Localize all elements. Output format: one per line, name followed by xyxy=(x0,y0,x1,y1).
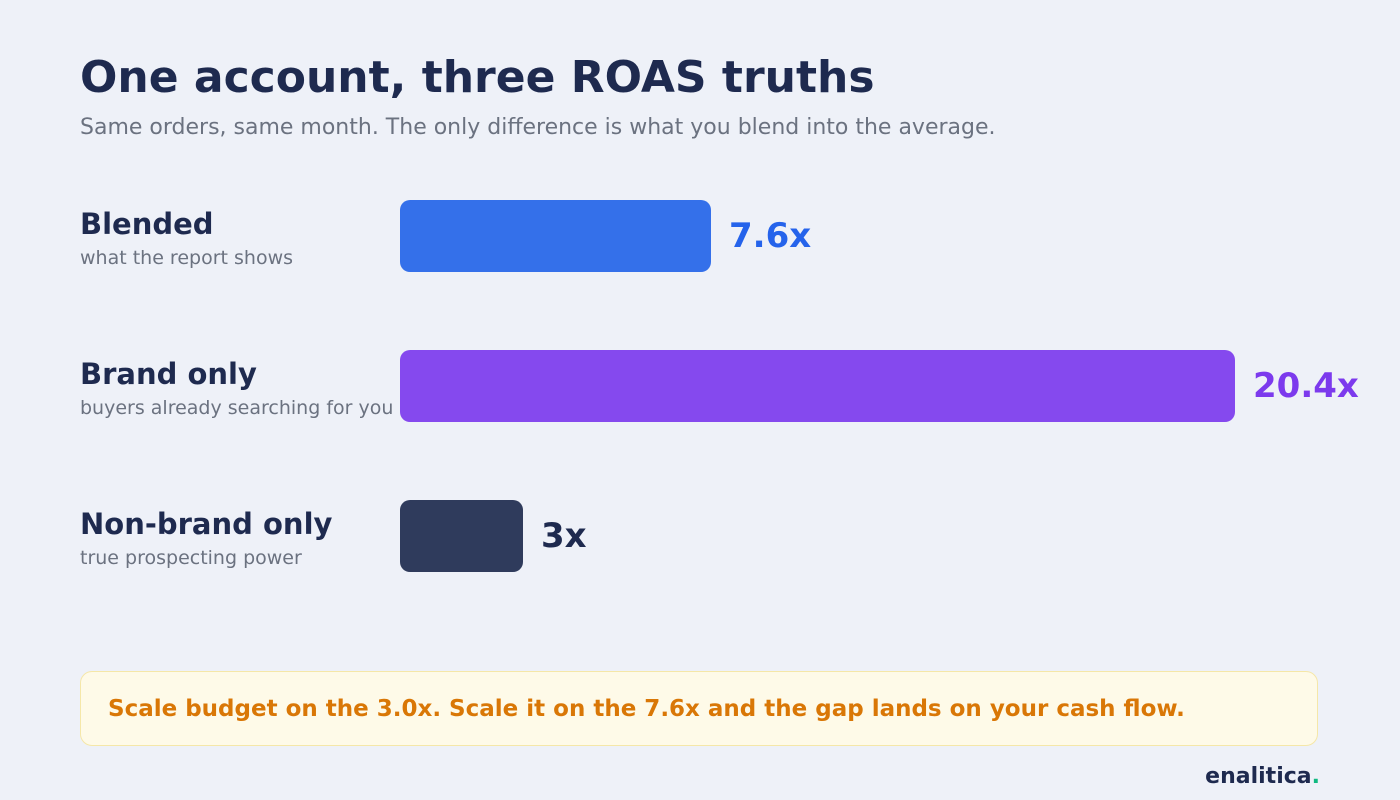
chart-subtitle: Same orders, same month. The only differ… xyxy=(80,115,996,140)
category-label: Blended xyxy=(80,207,214,241)
bar xyxy=(400,350,1235,422)
bar-row: Brand only buyers already searching for … xyxy=(0,350,1400,422)
value-label: 7.6x xyxy=(729,216,812,256)
bar xyxy=(400,200,711,272)
chart-title: One account, three ROAS truths xyxy=(80,52,875,103)
callout-text: Scale budget on the 3.0x. Scale it on th… xyxy=(108,696,1185,722)
bar-row: Non-brand only true prospecting power 3x xyxy=(0,500,1400,572)
category-description: what the report shows xyxy=(80,247,294,269)
bar-row: Blended what the report shows 7.6x xyxy=(0,200,1400,272)
category-label: Brand only xyxy=(80,357,257,391)
brand-name: enalitica xyxy=(1205,764,1312,789)
category-label: Non-brand only xyxy=(80,507,333,541)
value-label: 3x xyxy=(541,516,587,556)
category-description: buyers already searching for you xyxy=(80,397,394,419)
takeaway-callout: Scale budget on the 3.0x. Scale it on th… xyxy=(80,671,1318,746)
value-label: 20.4x xyxy=(1253,366,1359,406)
bar xyxy=(400,500,523,572)
category-description: true prospecting power xyxy=(80,547,302,569)
brand-logo: enalitica. xyxy=(1205,763,1320,791)
brand-dot: . xyxy=(1311,764,1320,789)
